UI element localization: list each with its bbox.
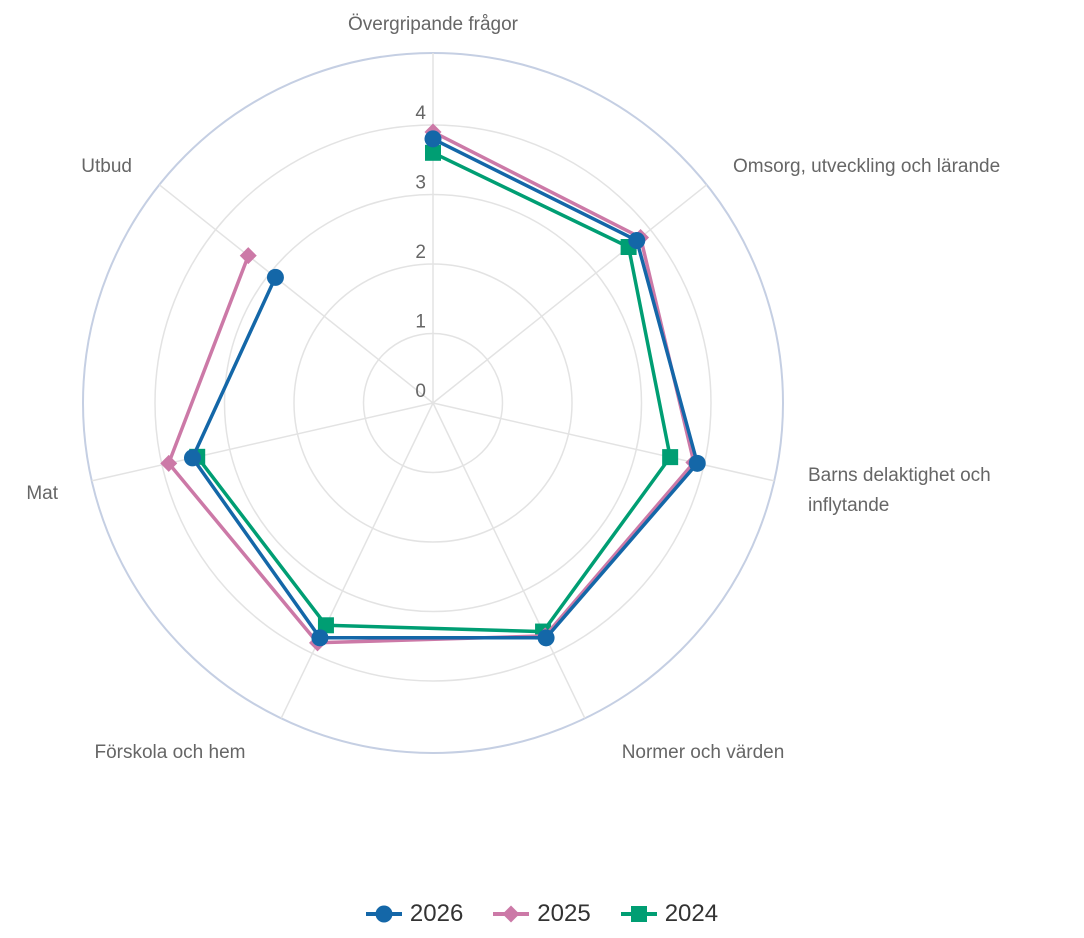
data-point: [317, 617, 334, 634]
legend-label: 2026: [409, 900, 464, 927]
data-point: [160, 454, 178, 472]
data-point: [628, 232, 646, 250]
series-line: [166, 130, 696, 645]
spoke: [158, 184, 434, 404]
category-label: Utbud: [81, 156, 132, 177]
spoke: [280, 402, 434, 719]
data-point: [311, 629, 329, 647]
legend-item-2024[interactable]: 2024: [620, 900, 719, 928]
category-label: Förskola och hem: [94, 742, 245, 763]
series-2026: [183, 130, 706, 647]
data-point: [183, 449, 201, 467]
radar-spokes: [91, 53, 775, 719]
tick-label: 1: [415, 312, 426, 333]
series-2024: [189, 144, 679, 640]
series-line: [190, 137, 700, 640]
tick-label: 2: [415, 242, 426, 263]
spoke: [432, 402, 586, 719]
data-point: [662, 449, 679, 466]
tick-label: 4: [415, 103, 426, 124]
legend-symbol: [365, 905, 402, 923]
legend-symbol: [493, 905, 530, 923]
legend-label: 2025: [537, 900, 591, 927]
spoke: [91, 402, 434, 482]
legend: 2026 2025 2024: [0, 900, 1084, 928]
series-2025: [160, 123, 703, 652]
category-label: Omsorg, utveckling och lärande: [733, 156, 1000, 177]
legend-marker: [375, 905, 393, 923]
data-point: [239, 247, 257, 265]
data-point: [425, 144, 441, 161]
legend-marker: [630, 906, 647, 922]
data-point: [688, 454, 706, 472]
category-label: Mat: [26, 483, 58, 504]
series-line: [195, 151, 672, 634]
radar-chart: 0 1 2 3 4 Övergripande frågor Omsorg, utveckl…: [26, 14, 1000, 763]
category-labels: Övergripande frågor Omsorg, utveckling oc…: [26, 14, 1000, 763]
legend-label: 2024: [664, 900, 719, 927]
data-point: [537, 629, 555, 647]
radial-tick-labels: 0 1 2 3 4: [415, 103, 426, 402]
category-label: Övergripande frågor: [348, 14, 519, 35]
legend-item-2026[interactable]: 2026: [365, 900, 464, 928]
spoke: [432, 402, 775, 482]
legend-symbol: [620, 906, 657, 922]
legend-marker: [502, 905, 520, 923]
tick-label: 3: [415, 173, 426, 194]
data-point: [424, 130, 442, 148]
legend-item-2025[interactable]: 2025: [493, 900, 591, 928]
tick-label: 0: [415, 381, 426, 402]
category-label: Normer och värden: [622, 742, 785, 763]
data-point: [266, 268, 284, 286]
category-label: Barns delaktighet och inflytande: [808, 465, 991, 516]
spoke: [432, 184, 708, 404]
series-layer: [160, 123, 706, 652]
